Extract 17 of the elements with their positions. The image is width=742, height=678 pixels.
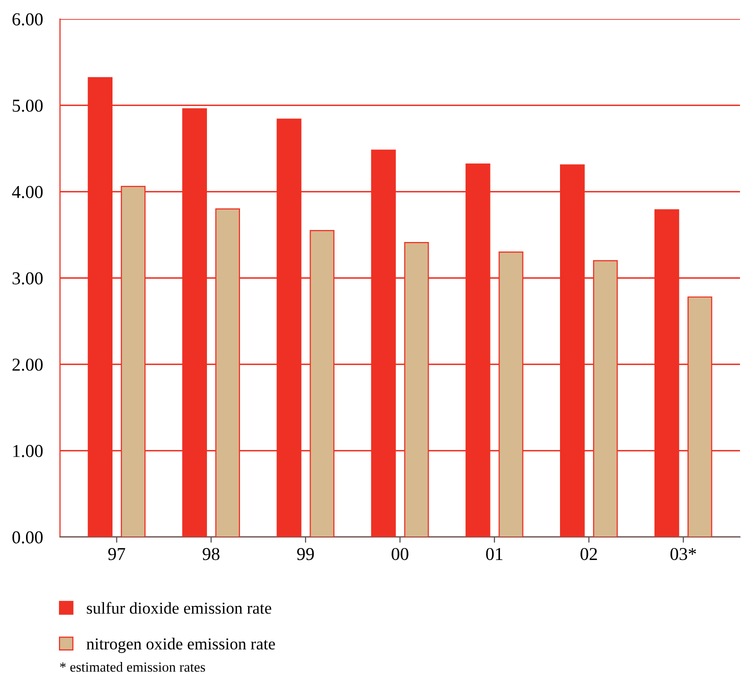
x-tick-label: 99 xyxy=(297,548,314,560)
x-tick-label: 01 xyxy=(486,548,502,560)
x-tick-label: 00 xyxy=(392,548,408,560)
x-tick-label: 97 xyxy=(108,548,126,560)
x-tick-label: 98 xyxy=(202,548,220,560)
y-tick-label: 3.00 xyxy=(12,272,43,285)
x-tick-label: 02 xyxy=(580,548,597,560)
y-tick-label: 0.00 xyxy=(12,531,43,544)
legend-label: sulfur dioxide emission rate xyxy=(86,602,272,614)
y-tick-label: 5.00 xyxy=(12,100,43,112)
y-tick-label: 1.00 xyxy=(13,444,43,458)
y-tick-label: 4.00 xyxy=(12,186,43,198)
y-tick-label: 2.00 xyxy=(12,358,43,371)
text: * estimated emission rates xyxy=(60,662,206,672)
y-tick-label: 6.00 xyxy=(12,13,43,26)
x-tick-label: 03* xyxy=(670,548,696,560)
legend-label: nitrogen oxide emission rate xyxy=(86,638,275,653)
